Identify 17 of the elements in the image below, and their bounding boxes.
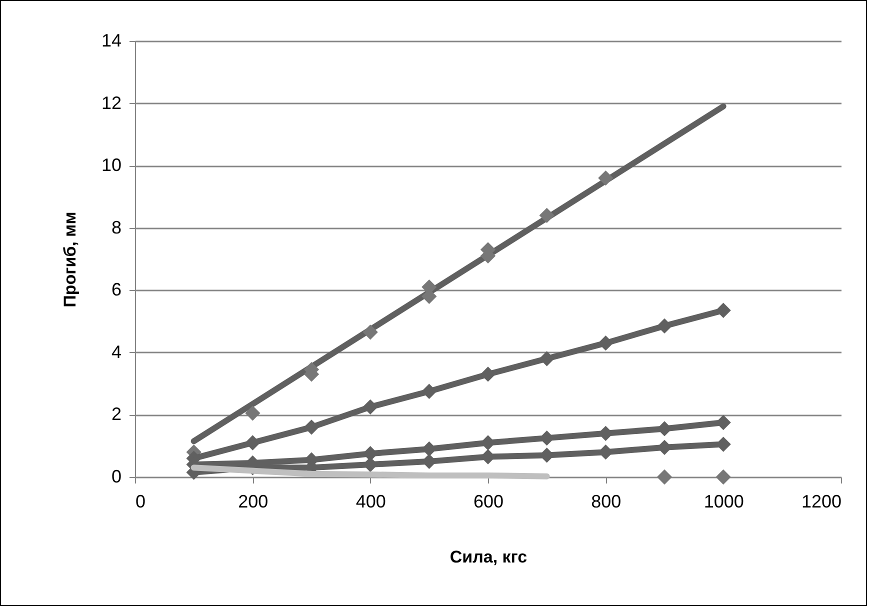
y-tick-label: 10: [101, 155, 122, 176]
x-tick-label: 0: [136, 492, 146, 512]
x-tick-label: 400: [356, 492, 386, 512]
y-axis-title: Прогиб, мм: [60, 212, 80, 308]
x-tick-label: 1000: [704, 492, 744, 512]
y-tick-label: 4: [111, 342, 122, 362]
y-tick-label: 14: [101, 30, 122, 50]
y-tick-label: 12: [101, 92, 122, 113]
x-tick-label: 1200: [801, 492, 842, 512]
y-tick-label: 8: [111, 217, 122, 238]
x-tick-label: 200: [238, 492, 268, 512]
x-tick-label: 600: [473, 492, 504, 512]
y-tick-label: 2: [111, 404, 122, 424]
y-tick-label: 0: [111, 466, 122, 486]
x-tick-label: 800: [591, 492, 622, 512]
y-tick-label: 6: [111, 280, 122, 300]
x-axis-title: Сила, кгс: [450, 548, 528, 566]
